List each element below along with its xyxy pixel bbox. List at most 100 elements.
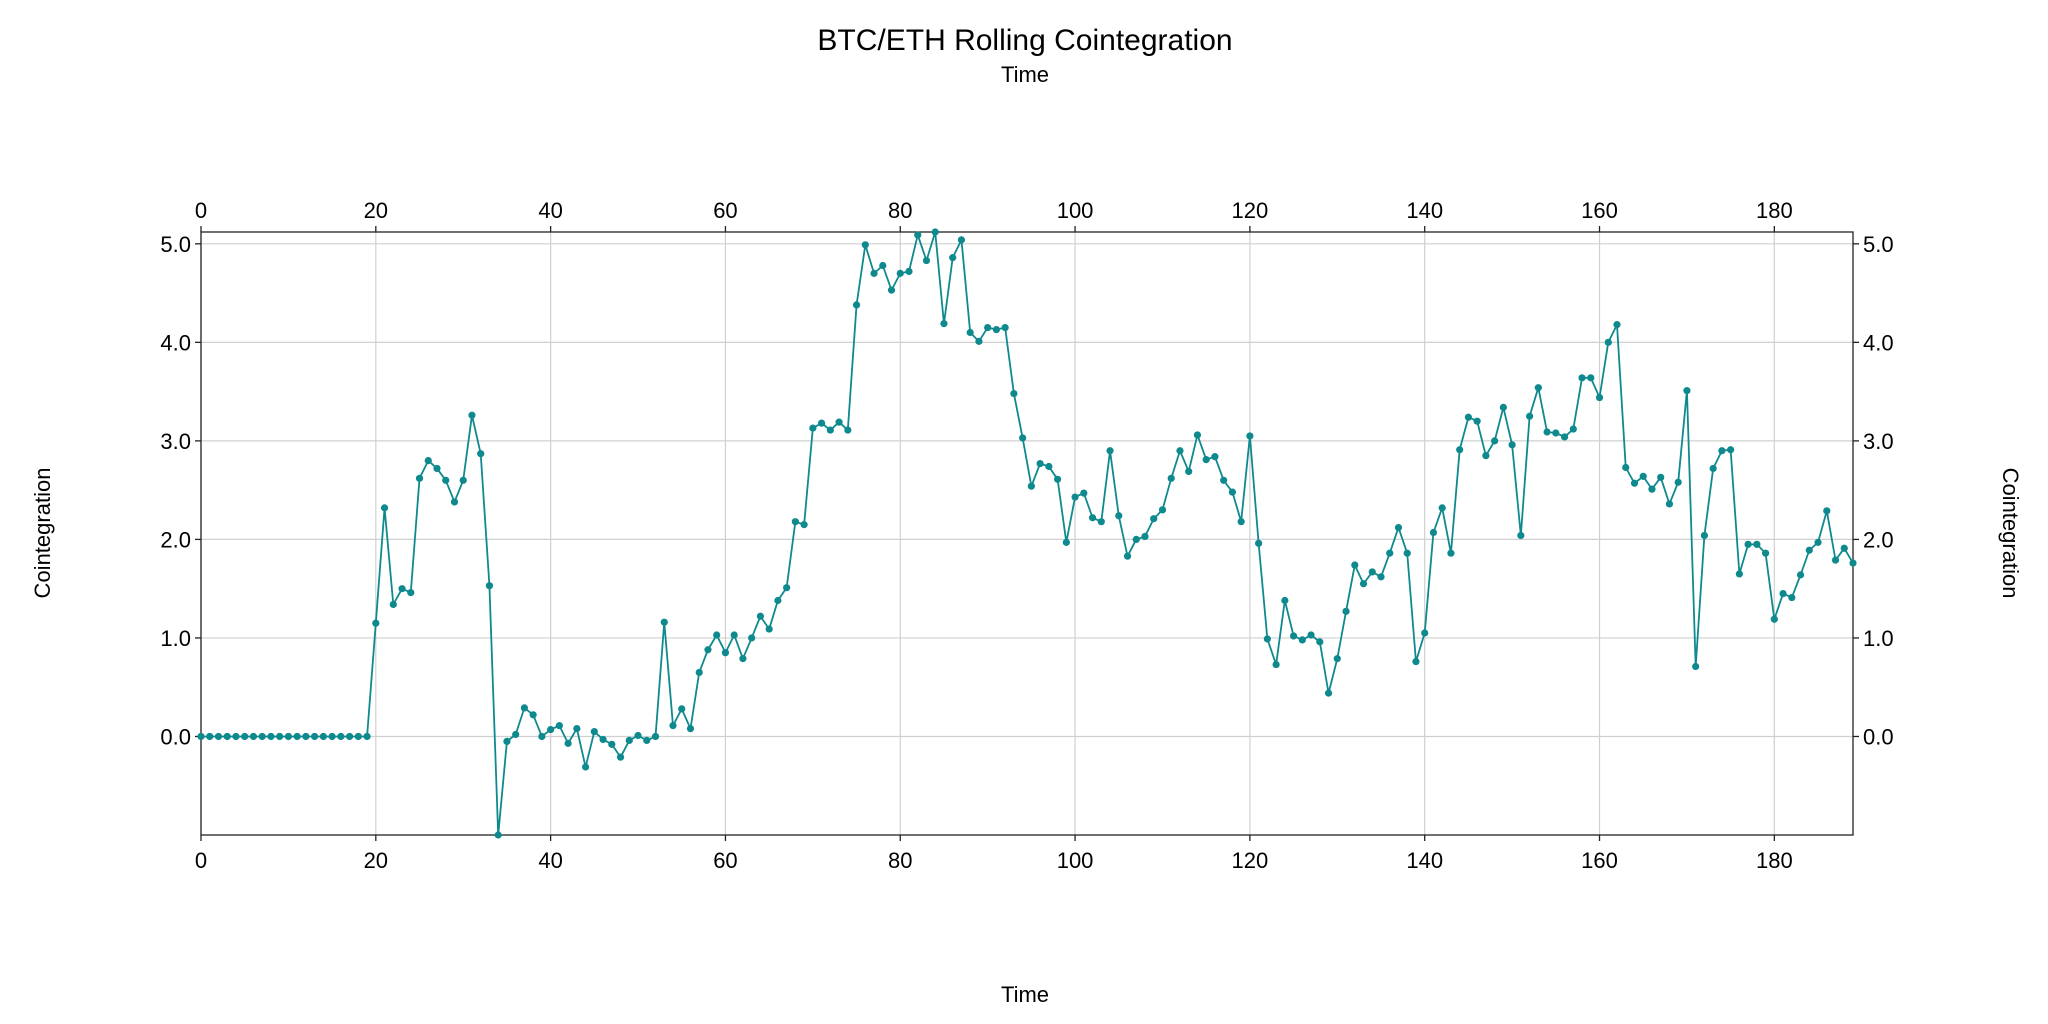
data-point (1324, 689, 1333, 697)
data-point (450, 498, 459, 506)
data-point (1088, 514, 1097, 522)
data-point (1150, 515, 1158, 523)
data-point (1665, 500, 1674, 508)
data-point (512, 730, 520, 739)
data-point (1814, 538, 1822, 546)
data-point (398, 585, 406, 593)
data-point (835, 418, 843, 426)
data-point (608, 740, 616, 748)
x-tick-label-bottom: 180 (1756, 848, 1793, 873)
data-point (1805, 546, 1813, 554)
y-tick-label-left: 1.0 (160, 626, 191, 651)
data-point (992, 325, 1001, 334)
data-point (817, 419, 826, 427)
data-point (1316, 638, 1324, 646)
y-tick-label-right: 1.0 (1863, 626, 1894, 651)
data-point (1115, 512, 1123, 520)
data-point (695, 668, 703, 677)
data-point (748, 634, 756, 642)
gridlines (200, 232, 1853, 835)
data-point (1473, 417, 1481, 425)
data-point (1849, 559, 1857, 567)
data-point (494, 831, 502, 839)
y-tick-label-right: 2.0 (1863, 527, 1894, 552)
y-tick-label-right: 5.0 (1863, 232, 1894, 257)
data-point (721, 649, 730, 657)
data-point (1630, 479, 1639, 487)
data-point (1456, 446, 1464, 454)
data-point (1657, 473, 1665, 481)
data-point (520, 704, 529, 712)
data-point (660, 618, 668, 626)
data-point (581, 763, 590, 771)
data-point (896, 269, 904, 277)
data-point (1351, 561, 1359, 569)
data-point (1788, 593, 1796, 602)
data-point (783, 584, 791, 592)
x-tick-label-top: 60 (713, 198, 737, 223)
data-point (1482, 452, 1490, 460)
data-point (1840, 544, 1848, 552)
data-point (774, 596, 782, 605)
data-point (1158, 506, 1167, 514)
data-point (844, 426, 852, 434)
x-tick-label-top: 0 (195, 198, 207, 223)
data-point (1255, 539, 1263, 547)
data-point (284, 732, 293, 741)
x-tick-label-top: 120 (1232, 198, 1269, 223)
data-point (232, 732, 240, 741)
data-point (1613, 321, 1621, 329)
data-point (713, 631, 721, 639)
data-point (1097, 518, 1105, 526)
data-point (852, 301, 861, 309)
data-point (669, 722, 677, 730)
data-point (1027, 482, 1035, 490)
data-point (1569, 425, 1577, 433)
data-point (1080, 489, 1088, 497)
data-point (809, 424, 817, 432)
data-point (1359, 580, 1368, 588)
data-point (503, 737, 511, 746)
data-point (407, 589, 415, 597)
series-line (201, 231, 1854, 836)
data-point (625, 736, 633, 745)
data-point (1770, 615, 1778, 623)
data-point (258, 732, 266, 741)
data-point (206, 732, 214, 741)
data-point (861, 241, 869, 249)
y-tick-label-left: 0.0 (160, 724, 191, 749)
data-point (1421, 629, 1429, 637)
x-axis-label-top: Time (1001, 62, 1049, 87)
data-point (573, 724, 581, 733)
data-point (267, 732, 275, 741)
x-tick-label-bottom: 60 (713, 848, 737, 873)
data-point (1176, 447, 1184, 455)
data-point (241, 732, 249, 741)
data-point (1831, 556, 1840, 564)
data-point (372, 619, 380, 627)
data-point (1333, 655, 1341, 663)
data-point (1001, 323, 1009, 332)
data-point (1735, 570, 1743, 578)
data-point (1508, 441, 1516, 449)
data-point (1045, 462, 1053, 471)
data-point (975, 337, 983, 345)
y-tick-label-left: 4.0 (160, 330, 191, 355)
data-point (1141, 532, 1149, 541)
data-point (826, 426, 834, 434)
data-point (887, 286, 896, 294)
x-tick-label-top: 100 (1057, 198, 1094, 223)
data-point (214, 732, 223, 741)
data-point (1499, 403, 1507, 411)
data-point (1560, 433, 1569, 441)
data-point (1639, 472, 1647, 480)
y-tick-label-right: 0.0 (1863, 724, 1894, 749)
data-point (949, 254, 957, 262)
data-point (223, 732, 231, 741)
data-point (1438, 504, 1446, 512)
data-point (337, 732, 345, 741)
data-point (547, 725, 555, 734)
data-point (765, 625, 773, 633)
x-tick-label-bottom: 40 (538, 848, 562, 873)
x-tick-label-top: 180 (1756, 198, 1793, 223)
